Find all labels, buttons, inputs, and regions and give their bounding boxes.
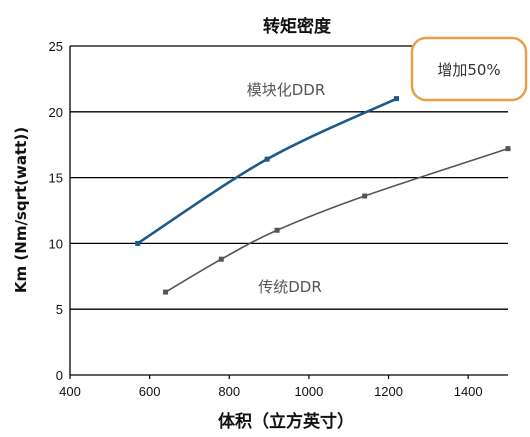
y-tick-10: 10	[49, 236, 63, 251]
series-1-point-4	[505, 146, 511, 152]
chart-title: 转矩密度	[263, 16, 332, 37]
callout-box	[410, 36, 528, 102]
x-tick-1200: 1200	[374, 384, 403, 399]
series-label-traditional-ddr: 传统DDR	[258, 278, 322, 296]
series-group	[135, 96, 511, 295]
series-1-point-1	[218, 256, 224, 262]
x-tick-labels: 400 600 800 1000 1200 1400	[59, 384, 482, 399]
x-tick-800: 800	[218, 384, 240, 399]
series-0-point-0	[135, 240, 141, 246]
x-tick-400: 400	[59, 384, 81, 399]
y-tick-5: 5	[56, 302, 63, 317]
y-tick-0: 0	[56, 368, 63, 383]
series-label-modular-ddr: 模块化DDR	[247, 81, 326, 99]
y-tick-20: 20	[49, 105, 63, 120]
x-tick-600: 600	[139, 384, 161, 399]
series-0-point-2	[394, 96, 400, 102]
series-1-point-3	[362, 193, 368, 199]
series-0-point-1	[264, 156, 270, 162]
callout-increase-50: 增加50%	[410, 36, 528, 102]
grid-lines	[70, 45, 508, 310]
y-tick-labels: 0 5 10 15 20 25	[49, 39, 63, 383]
y-tick-25: 25	[49, 39, 63, 54]
callout-text: 增加50%	[437, 61, 500, 79]
x-tick-1400: 1400	[454, 384, 483, 399]
x-tick-1000: 1000	[294, 384, 323, 399]
axes	[69, 46, 508, 379]
series-line-1	[165, 147, 509, 293]
series-line-0	[136, 97, 398, 245]
x-axis-label: 体积（立方英寸）	[218, 411, 354, 432]
series-1-point-0	[163, 289, 169, 295]
y-tick-15: 15	[49, 171, 63, 186]
y-axis-label: Km (Nm/sqrt(watt))	[12, 127, 30, 293]
series-1-point-2	[274, 227, 280, 233]
